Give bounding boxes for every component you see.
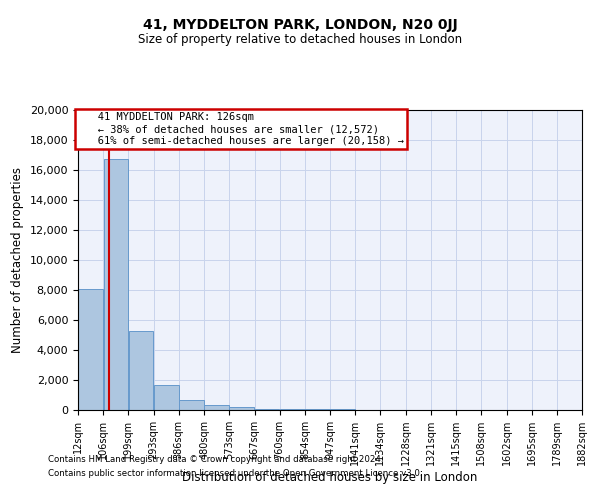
Bar [255,408,280,410]
Bar [179,400,204,410]
Bar [78,288,103,410]
Y-axis label: Number of detached properties: Number of detached properties [11,167,24,353]
X-axis label: Distribution of detached houses by size in London: Distribution of detached houses by size … [182,471,478,484]
Bar [205,405,229,410]
Text: 41 MYDDELTON PARK: 126sqm
   ← 38% of detached houses are smaller (12,572)
   61: 41 MYDDELTON PARK: 126sqm ← 38% of detac… [79,112,404,146]
Bar [305,409,330,410]
Bar [229,407,254,410]
Text: Size of property relative to detached houses in London: Size of property relative to detached ho… [138,32,462,46]
Text: Contains public sector information licensed under the Open Government Licence v3: Contains public sector information licen… [48,469,422,478]
Bar [104,160,128,410]
Bar [128,330,154,410]
Bar [280,409,305,410]
Bar [154,384,179,410]
Text: 41, MYDDELTON PARK, LONDON, N20 0JJ: 41, MYDDELTON PARK, LONDON, N20 0JJ [143,18,457,32]
Text: Contains HM Land Registry data © Crown copyright and database right 2024.: Contains HM Land Registry data © Crown c… [48,456,383,464]
